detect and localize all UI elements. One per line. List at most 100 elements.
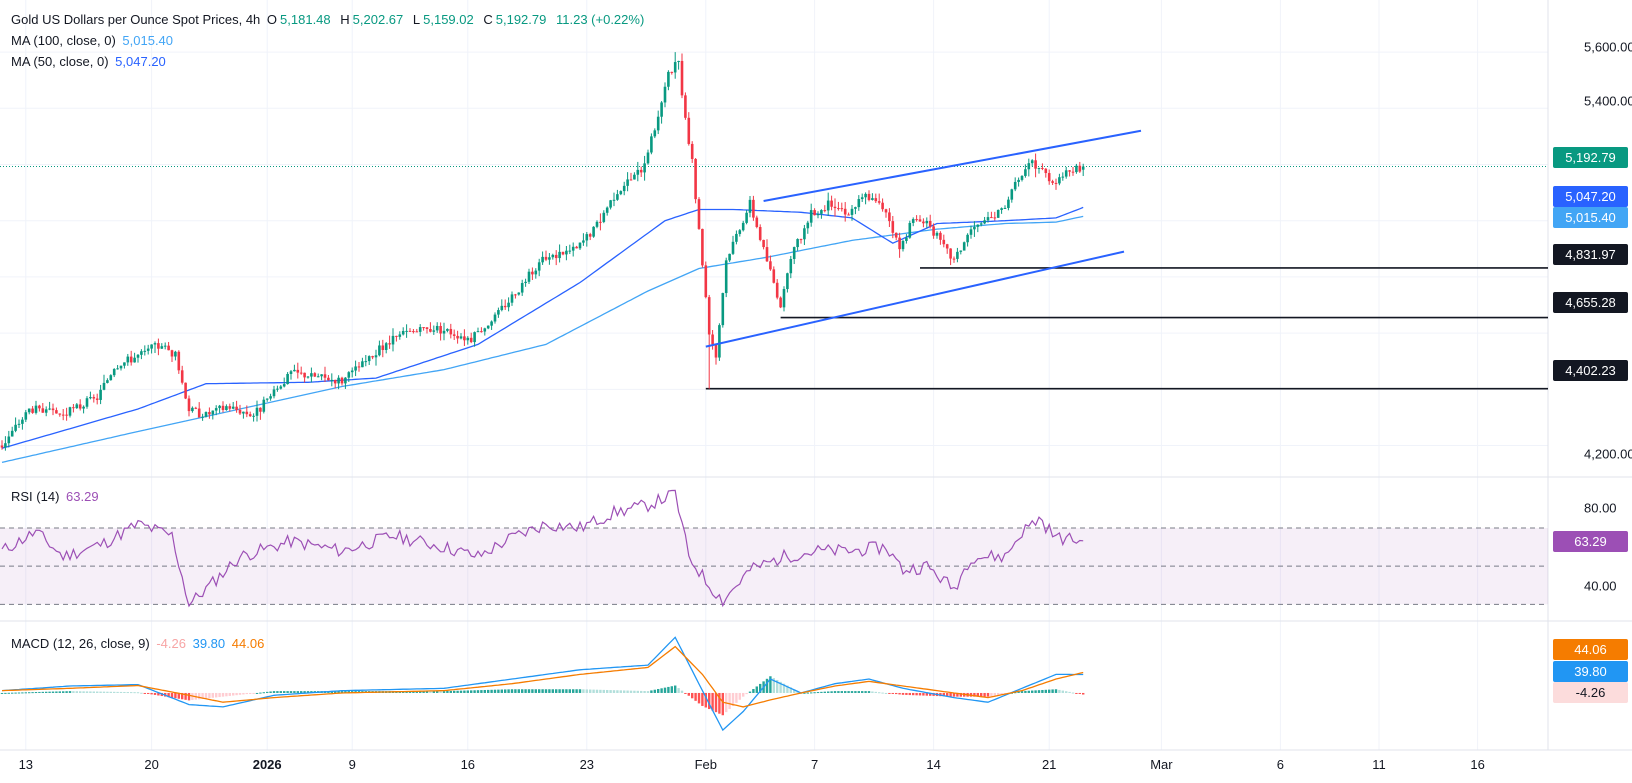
macd-histogram-bar: [4, 692, 7, 694]
time-tick: 14: [926, 757, 941, 772]
macd-histogram-bar: [738, 692, 741, 700]
macd-histogram-bar: [116, 691, 119, 693]
candle-body: [303, 372, 306, 378]
candle-body: [908, 222, 912, 238]
candle-body: [524, 281, 527, 284]
candle-body: [255, 407, 259, 416]
candle-body: [398, 334, 402, 337]
ma50-legend[interactable]: MA (50, close, 0) 5,047.20: [11, 54, 169, 70]
macd-histogram-bar: [952, 692, 956, 697]
candle-body: [415, 331, 419, 333]
macd-histogram-bar: [626, 690, 629, 693]
macd-histogram-bar: [748, 691, 752, 693]
symbol-title: Gold US Dollars per Ounce Spot Prices, 4…: [11, 12, 261, 27]
macd-histogram-bar: [276, 691, 279, 693]
candle-body: [48, 408, 51, 410]
macd-histogram-bar: [755, 686, 758, 693]
macd-histogram-bar: [905, 692, 908, 695]
macd-histogram-bar: [174, 692, 177, 699]
time-tick: 21: [1041, 757, 1057, 772]
candle-body: [99, 389, 102, 400]
macd-histogram-bar: [1075, 692, 1078, 694]
macd-histogram-bar: [949, 692, 952, 697]
candle-body: [452, 334, 456, 336]
candle-body: [1075, 165, 1078, 173]
candle-body: [248, 414, 252, 417]
macd-signal-line: [1, 645, 1084, 708]
macd-histogram-bar: [820, 691, 823, 693]
macd-histogram-bar: [568, 689, 571, 693]
macd-histogram-bar: [510, 689, 514, 693]
candle-body: [497, 310, 500, 315]
macd-histogram-bar: [109, 691, 112, 693]
macd-histogram-bar: [735, 692, 738, 703]
candle-body: [276, 388, 279, 390]
macd-histogram-bar: [68, 691, 72, 693]
candle-body: [884, 209, 888, 213]
macd-histogram-bar: [72, 691, 75, 693]
macd-histogram-bar: [167, 692, 170, 698]
macd-histogram-bar: [143, 692, 146, 694]
macd-histogram-bar: [442, 691, 446, 693]
macd-histogram-bar: [483, 689, 486, 693]
time-tick: Mar: [1150, 757, 1173, 772]
candle-body: [690, 143, 694, 159]
macd-histogram-bar: [476, 690, 480, 693]
macd-histogram-bar: [1051, 689, 1054, 693]
macd-histogram-bar: [279, 691, 282, 693]
ma100-legend[interactable]: MA (100, close, 0) 5,015.40: [11, 33, 176, 49]
macd-histogram-bar: [1020, 691, 1024, 693]
candle-body: [296, 369, 300, 373]
candle-body: [446, 328, 449, 331]
candle-body: [701, 228, 704, 266]
macd-histogram-bar: [633, 690, 636, 693]
macd-histogram-bar: [157, 692, 160, 696]
macd-histogram-bar: [480, 690, 483, 693]
candle-body: [401, 330, 405, 335]
price-tick: 4,200.00: [1584, 446, 1632, 462]
macd-histogram-bar: [225, 692, 228, 697]
macd-histogram-bar: [531, 689, 534, 693]
candle-body: [1054, 182, 1058, 184]
macd-legend[interactable]: MACD (12, 26, close, 9) -4.26 39.80 44.0…: [11, 636, 267, 652]
candle-body: [752, 199, 755, 218]
macd-histogram-bar: [201, 692, 204, 699]
macd-histogram-bar: [126, 692, 129, 694]
macd-line: [1, 636, 1084, 732]
candle-body: [554, 254, 558, 259]
candle-body: [167, 345, 170, 351]
candle-body: [157, 343, 160, 349]
candle-body: [898, 237, 901, 250]
close-value: 5,192.79: [495, 12, 547, 27]
candle-body: [1034, 160, 1037, 169]
candle-body: [330, 379, 334, 381]
macd-histogram-bar: [14, 692, 17, 694]
candle-body: [391, 335, 395, 345]
macd-histogram-bar: [616, 690, 619, 693]
macd-histogram-bar: [21, 692, 24, 694]
rsi-legend[interactable]: RSI (14) 63.29: [11, 489, 102, 505]
candle-body: [602, 212, 606, 222]
candle-body: [306, 376, 310, 378]
price-tick: 5,600.00: [1584, 39, 1632, 55]
candle-body: [214, 408, 218, 411]
open-value: 5,181.48: [280, 12, 331, 27]
candle-body: [486, 325, 490, 329]
macd-histogram-bar: [487, 689, 490, 693]
macd-histogram-bar: [881, 692, 884, 694]
candle-body: [320, 374, 323, 377]
candle-body: [721, 293, 725, 326]
candle-body: [503, 305, 507, 308]
macd-histogram-bar: [521, 689, 524, 693]
candle-body: [677, 60, 680, 63]
macd-histogram-bar: [606, 689, 609, 693]
candle-body: [344, 377, 347, 384]
candle-body: [31, 408, 34, 413]
macd-histogram-bar: [310, 691, 313, 693]
candle-body: [58, 413, 62, 415]
high-value: 5,202.67: [352, 12, 404, 27]
macd-histogram-bar: [425, 691, 429, 693]
candle-body: [55, 410, 58, 414]
macd-histogram-bar: [895, 692, 898, 695]
candle-body: [952, 258, 956, 260]
